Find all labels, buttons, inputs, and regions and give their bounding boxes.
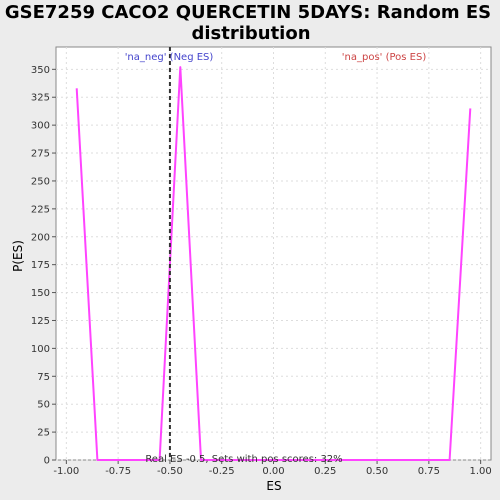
- y-axis-label: P(ES): [11, 240, 25, 272]
- y-tick-label: 300: [31, 121, 50, 132]
- axes: 0 25 50 75 100 125 150 175 200 225 250 275 300 325 350…: [31, 65, 492, 477]
- y-tick-label: 250: [31, 176, 50, 187]
- y-tick-label: 150: [31, 288, 50, 299]
- y-tick-label: 100: [31, 344, 50, 355]
- x-tick-label: 0.00: [262, 466, 284, 477]
- series-layer: [75, 66, 472, 461]
- es-distribution-line: [75, 66, 472, 461]
- x-tick-label: -1.00: [53, 466, 79, 477]
- y-tick-label: 175: [31, 260, 50, 271]
- x-tick-label: 0.50: [366, 466, 388, 477]
- x-tick-label: -0.50: [157, 466, 183, 477]
- y-tick-label: 125: [31, 316, 50, 327]
- y-tick-label: 200: [31, 232, 50, 243]
- real-es-summary: Real ES -0.5, Sets with pos scores: 32%: [145, 454, 342, 465]
- x-tick-label: 0.75: [418, 466, 440, 477]
- x-axis-label: ES: [266, 479, 281, 493]
- x-tick-label: -0.75: [105, 466, 131, 477]
- chart-title-line1: GSE7259 CACO2 QUERCETIN 5DAYS: Random ES: [5, 2, 491, 23]
- y-tick-label: 0: [44, 456, 50, 467]
- pos-es-label: 'na_pos' (Pos ES): [342, 52, 427, 63]
- x-tick-label: 0.25: [314, 466, 336, 477]
- y-tick-label: 75: [37, 372, 50, 383]
- chart-title-line2: distribution: [191, 23, 310, 44]
- y-tick-label: 225: [31, 204, 50, 215]
- x-tick-label: 1.00: [470, 466, 492, 477]
- neg-es-label: 'na_neg' (Neg ES): [125, 52, 214, 63]
- y-tick-label: 50: [37, 400, 50, 411]
- y-tick-label: 350: [31, 65, 50, 76]
- y-tick-label: 325: [31, 93, 50, 104]
- y-tick-label: 25: [37, 428, 50, 439]
- y-tick-label: 275: [31, 149, 50, 160]
- x-tick-label: -0.25: [209, 466, 235, 477]
